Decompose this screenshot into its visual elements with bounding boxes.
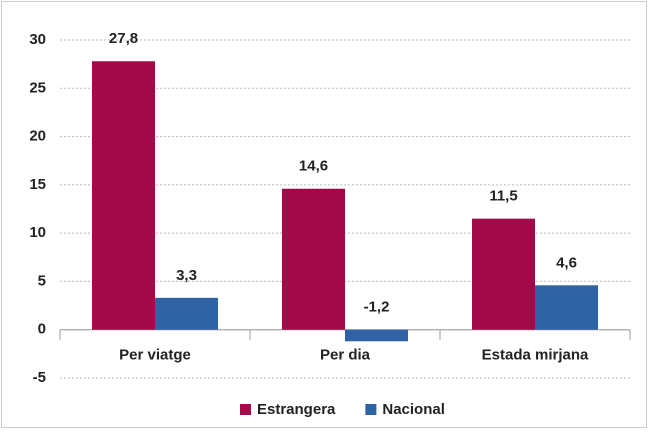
y-tick-label: -5	[33, 369, 46, 386]
value-label: 3,3	[176, 267, 197, 284]
x-tick-label: Per dia	[320, 347, 371, 364]
y-tick-label: 30	[29, 31, 46, 48]
value-label: -1,2	[364, 299, 390, 316]
legend-label: Estrangera	[257, 401, 336, 418]
value-label: 4,6	[556, 254, 577, 271]
value-label: 11,5	[489, 188, 517, 205]
bar	[535, 285, 598, 330]
x-tick-label: Per viatge	[119, 347, 191, 364]
y-tick-label: 15	[29, 176, 46, 193]
bar	[92, 61, 155, 330]
value-label: 27,8	[109, 30, 138, 47]
legend-label: Nacional	[382, 401, 445, 418]
y-tick-label: 10	[29, 224, 46, 241]
bar	[472, 218, 535, 330]
y-tick-label: 20	[29, 128, 46, 145]
bar	[155, 297, 218, 330]
y-tick-label: 25	[29, 79, 46, 96]
legend-swatch	[365, 404, 377, 415]
value-label: 14,6	[299, 158, 328, 175]
legend-swatch	[240, 404, 251, 415]
y-tick-label: 0	[38, 321, 46, 338]
x-tick-label: Estada mirjana	[482, 347, 589, 364]
y-tick-label: 5	[38, 272, 46, 289]
bar	[282, 188, 345, 330]
bar	[345, 329, 408, 342]
